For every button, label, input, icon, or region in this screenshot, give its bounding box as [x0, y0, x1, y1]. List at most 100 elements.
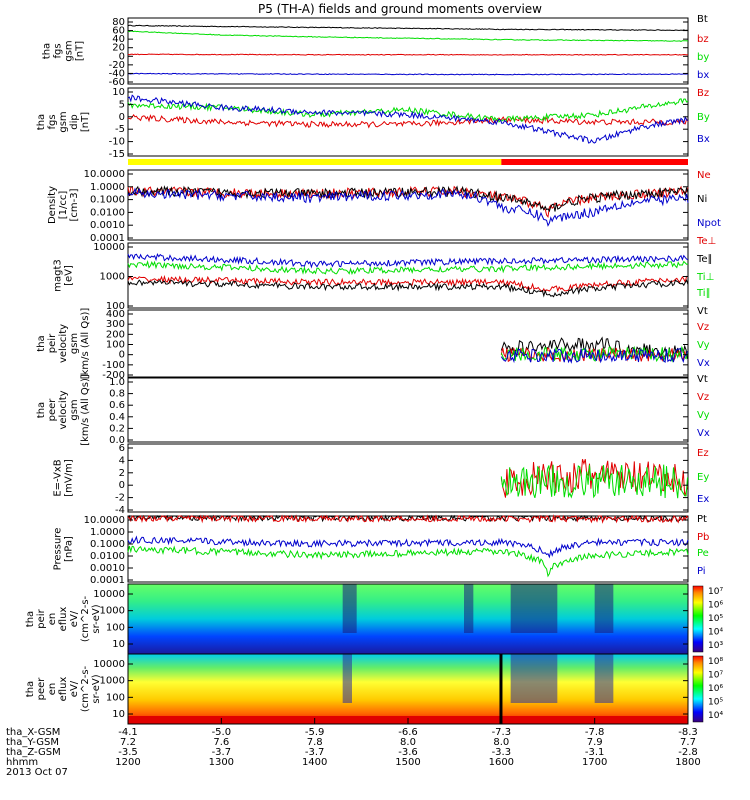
y-tick-label: 0.0100: [90, 207, 125, 218]
xaxis-labels: tha_X-GSM -4.1 -5.0 -5.9 -6.6 -7.3 -7.8 -8.3 tha…: [6, 718, 701, 778]
xaxis-value: -7.8: [585, 727, 605, 738]
xaxis-value: 1400: [302, 757, 327, 768]
colorbar-tick: 10⁷: [708, 587, 723, 597]
panel-frame: [127, 443, 689, 513]
legend-entry: Bx: [697, 134, 710, 145]
y-axis-label: magt3: [53, 259, 64, 292]
y-axis-label: tha: [36, 402, 47, 418]
y-axis-label: [mV/m]: [64, 459, 75, 497]
xaxis-value: -5.9: [305, 727, 325, 738]
colorbar-tick: 10⁶: [708, 601, 723, 611]
y-axis-label: [km/s (All Qs)]: [80, 308, 91, 380]
y-tick-label: -100: [102, 360, 125, 371]
xaxis-row-label: tha_Y-GSM: [6, 737, 59, 748]
series-By: [127, 98, 689, 123]
series-bx: [127, 72, 689, 76]
y-axis-label: dip: [69, 114, 80, 129]
y-tick-label: -5: [115, 124, 125, 135]
y-axis-label: eflux: [58, 677, 69, 702]
y-tick-label: -200: [102, 370, 125, 381]
legend-entry: Vy: [697, 410, 710, 421]
y-axis-label: eflux: [58, 607, 69, 632]
panel-density: Ne Ni Npot 10.0000 1.0000 0.10000.0100 0.0010 0…: [47, 169, 721, 244]
spectrogram-band: [342, 654, 352, 703]
y-tick-label: 20: [112, 43, 125, 54]
y-tick-label: 80: [112, 17, 125, 28]
panel-frame: [127, 169, 689, 241]
panel-peer_velocity: Vt Vz Vy Vx 1.00.80.60.40.20.0 tha peer velocit…: [36, 374, 710, 446]
xaxis-row-label: hhmm: [6, 757, 38, 768]
colorbar-tick: 10⁷: [708, 671, 723, 681]
colorbar-tick: 10⁴: [708, 711, 723, 721]
y-tick-label: 1000: [100, 272, 125, 283]
series-Ey: [500, 464, 688, 499]
panel-peir_eflux: 10⁷ 10⁶ 10⁵ 10⁴ 10³ 10000 1000 100 10 tha peir en ef…: [25, 583, 723, 655]
y-tick-label: -20: [109, 60, 125, 71]
colorbar-tick: 10³: [708, 641, 723, 651]
y-axis-label: velocity: [58, 390, 69, 429]
legend-entry: Pt: [697, 514, 707, 525]
series-Ti: [127, 253, 689, 269]
y-tick-label: 1.0: [109, 377, 125, 388]
y-axis-label: gsm: [64, 40, 75, 61]
xaxis-value: -5.0: [212, 727, 232, 738]
colorbar-tick: 10⁵: [708, 698, 723, 708]
legend-entry: Pi: [697, 566, 706, 577]
xaxis-value: 1800: [675, 757, 700, 768]
xaxis-value: 1300: [209, 757, 234, 768]
xaxis-value: -2.8: [678, 747, 698, 758]
panel-frame: [127, 377, 689, 443]
y-tick-label: -60: [109, 77, 125, 88]
xaxis-value: -3.3: [492, 747, 512, 758]
y-axis-label: eV/: [69, 680, 80, 697]
colorbar-tick: 10⁶: [708, 684, 723, 694]
colorbar-tick: 10⁴: [708, 628, 723, 638]
legend-entry: Pb: [697, 532, 709, 543]
spectrogram-band: [342, 584, 357, 633]
xaxis-value: 1600: [489, 757, 514, 768]
panel-pressure: Pt Pb Pe Pi 10.00001.00000.10000.01000.00100…: [53, 514, 710, 586]
y-tick-label: -10: [109, 137, 125, 148]
status-yellow: [128, 159, 502, 165]
legend-entry: Npot: [697, 218, 721, 229]
legend-entry: Bz: [697, 88, 709, 99]
y-tick-label: 100: [106, 622, 125, 633]
series-Pi: [127, 535, 689, 559]
y-axis-label: peer: [36, 677, 47, 701]
y-tick-label: 6: [119, 443, 125, 454]
series-Ti⊥: [127, 260, 689, 276]
xaxis-value: -3.5: [118, 747, 138, 758]
series-Ez: [500, 459, 688, 498]
xaxis-value: -6.6: [398, 727, 418, 738]
y-tick-label: 10.0000: [84, 515, 125, 526]
y-tick-label: 300: [106, 319, 125, 330]
y-axis-label: [km/s (All Qs)]: [80, 374, 91, 446]
y-axis-label: peir: [47, 333, 58, 353]
xaxis-row-label: tha_Z-GSM: [6, 747, 61, 758]
status-bar: [128, 159, 688, 165]
legend-entry: Ni: [697, 194, 707, 205]
y-tick-label: -2: [115, 493, 125, 504]
panel-frame: [127, 87, 689, 157]
y-axis-label: [nPa]: [64, 536, 75, 562]
legend-entry: Ti⊥: [696, 272, 714, 283]
panel-peer_eflux: 10⁸ 10⁷ 10⁶ 10⁵ 10⁴ 10000 1000 100 10 tha peer en ef…: [25, 653, 723, 725]
legend-entry: Bt: [697, 14, 708, 25]
legend-entry: Vy: [697, 340, 710, 351]
y-tick-label: 100: [106, 301, 125, 312]
y-axis-label: tha: [36, 335, 47, 351]
y-tick-label: 0.0001: [90, 575, 125, 586]
spectrogram-band: [510, 584, 558, 633]
xaxis-value: 7.7: [680, 737, 696, 748]
y-tick-label: 400: [106, 309, 125, 320]
series-Npot: [127, 187, 689, 227]
y-axis-label: [1/cc]: [58, 191, 69, 220]
colorbar: [692, 585, 704, 653]
y-tick-label: 0.2: [109, 423, 125, 434]
panel-frame: [127, 309, 689, 378]
y-axis-label: gsm: [69, 333, 80, 354]
legend-entry: Ez: [697, 448, 709, 459]
xaxis-value: -3.7: [305, 747, 325, 758]
